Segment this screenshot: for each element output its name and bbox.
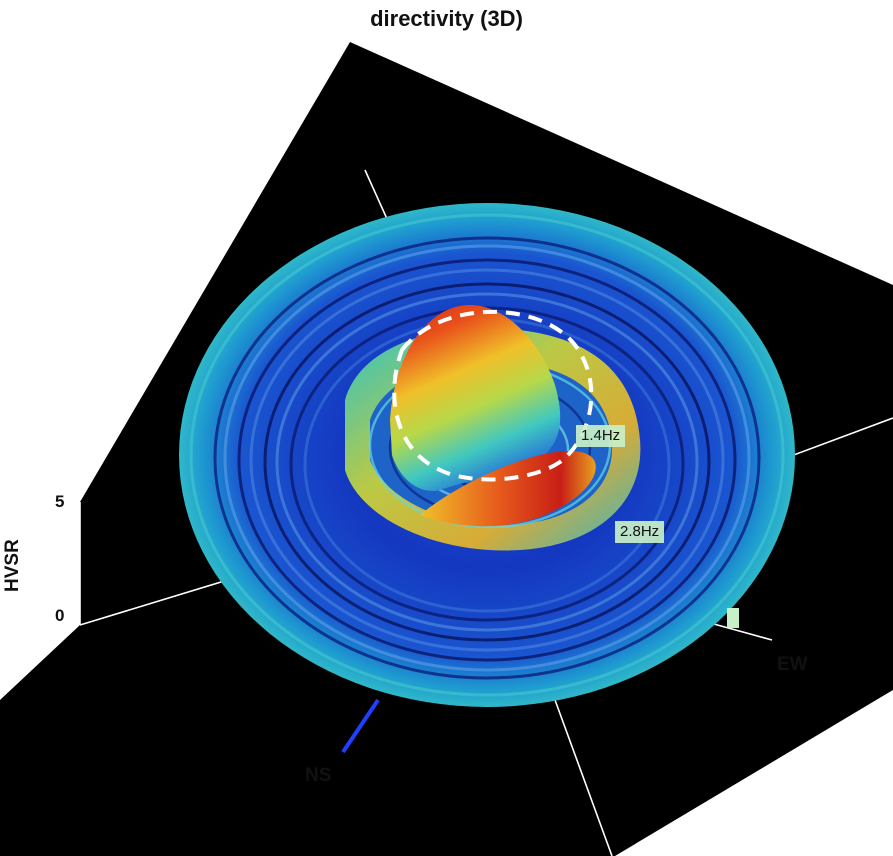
- chart-title: directivity (3D): [370, 6, 523, 31]
- peak-label-2: 2.8Hz: [615, 521, 665, 543]
- z-tick-0: 0: [55, 606, 65, 625]
- ns-axis-label: NS: [305, 765, 332, 786]
- z-tick-5: 5: [55, 492, 65, 511]
- ew-marker: [727, 608, 739, 628]
- hvsr-surface: [179, 203, 795, 707]
- peak-label-1: 1.4Hz: [576, 425, 626, 447]
- z-axis-label: HVSR: [2, 539, 23, 592]
- ns-axis-line: [341, 698, 380, 754]
- ew-axis-label: EW: [777, 654, 808, 675]
